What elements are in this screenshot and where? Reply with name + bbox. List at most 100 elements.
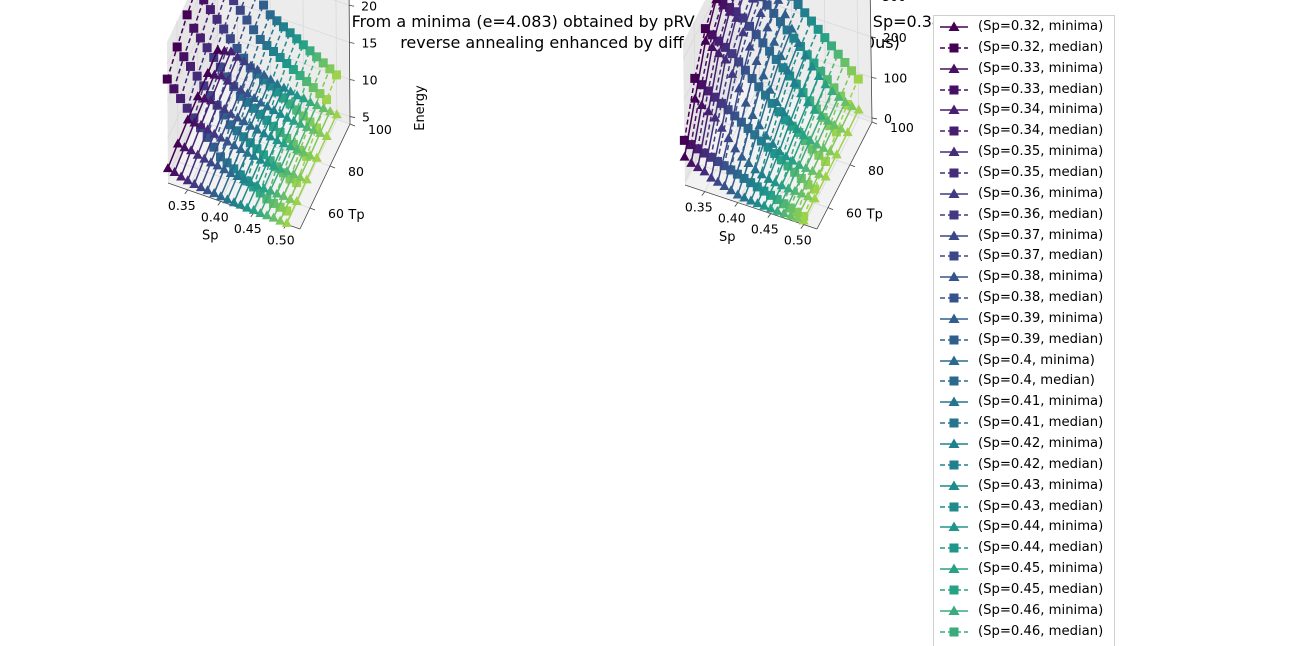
minima-marker [305,97,316,107]
z-axis-label: Energy [413,85,428,131]
minima-marker [791,123,802,133]
median-marker [192,71,202,81]
minima-marker [703,106,714,116]
median-marker [302,151,312,161]
y-tick-label: 80 [868,163,884,178]
median-marker [292,34,302,44]
median-marker [265,10,275,20]
minima-marker [232,51,243,61]
median-marker [288,65,298,75]
median-marker [185,61,195,71]
minima-marker [686,157,697,167]
minima-marker [754,120,765,130]
x-tick-label: 0.40 [201,209,229,224]
legend-label: (Sp=0.46, minima) [978,602,1104,618]
minima-marker [301,174,312,184]
median-marker [785,203,795,213]
legend-square-marker [940,418,968,428]
minima-marker [252,64,263,74]
legend-item: (Sp=0.35, median) [934,163,1114,183]
minima-marker [769,36,780,46]
median-marker [786,0,796,1]
series-line-median [696,0,734,149]
median-marker [776,155,786,165]
minima-marker [331,109,342,119]
median-marker [806,16,816,26]
minima-marker [726,185,737,195]
median-marker [783,161,793,171]
y-tick [329,165,336,169]
x-tick-label: 0.45 [234,221,262,236]
median-marker [205,91,215,101]
median-marker [801,136,811,146]
minima-marker [281,166,292,176]
median-marker [195,33,205,43]
median-marker [265,81,275,91]
minima-marker [321,130,332,140]
median-marker [292,105,302,115]
minima-marker [235,84,246,94]
minima-marker [750,164,761,174]
median-marker [255,109,265,119]
minima-marker [219,104,230,114]
legend-label: (Sp=0.37, median) [978,248,1104,264]
median-marker [162,74,172,84]
minima-marker [776,180,787,190]
minima-marker [763,173,774,183]
z-tick [349,116,356,118]
minima-marker [311,152,322,162]
legend-label: (Sp=0.33, minima) [978,60,1104,76]
z-tick [349,41,355,44]
median-marker [743,123,753,133]
series-line-minima [180,51,232,177]
series-line-minima [750,55,807,201]
minima-marker [182,175,193,185]
minima-marker [242,202,253,212]
minima-marker [781,151,792,161]
minima-marker [228,197,239,207]
legend-item: (Sp=0.46, minima) [934,601,1114,621]
minima-marker [258,128,269,138]
minima-marker [305,150,316,160]
minima-marker [255,97,266,107]
legend-item: (Sp=0.39, median) [934,330,1114,350]
legend-triangle-marker [940,605,968,615]
minima-marker [205,157,216,167]
median-marker [259,150,269,160]
minima-marker [239,116,250,126]
median-marker [219,110,229,120]
median-marker [754,82,764,92]
z-gridline [167,32,350,139]
z-tick-label: 0 [884,111,892,126]
minima-marker [265,74,276,84]
legend-item: (Sp=0.45, minima) [934,559,1114,579]
median-marker [727,49,737,59]
minima-marker [770,177,781,187]
median-marker [755,0,765,2]
median-marker [312,52,322,62]
median-marker [750,130,760,140]
minima-marker [778,107,789,117]
median-marker [779,199,789,209]
minima-marker [189,117,200,127]
median-marker [176,94,186,104]
minima-marker [734,83,745,93]
x-tick-label: 0.50 [267,232,295,247]
series-line-minima [193,60,245,185]
series-line-minima [756,66,813,204]
legend-item: (Sp=0.35, minima) [934,142,1114,162]
minima-marker [311,100,322,110]
minima-marker [805,135,816,145]
legend-triangle-marker [940,21,968,31]
minima-marker [199,93,210,103]
minima-marker [783,183,794,193]
minima-marker [291,144,302,154]
median-marker [833,49,843,59]
legend-square-marker [940,585,968,595]
median-marker [679,135,689,145]
legend-triangle-marker [940,563,968,574]
minima-marker [245,60,256,70]
legend-label: (Sp=0.4, median) [978,373,1095,389]
median-marker [751,30,761,40]
